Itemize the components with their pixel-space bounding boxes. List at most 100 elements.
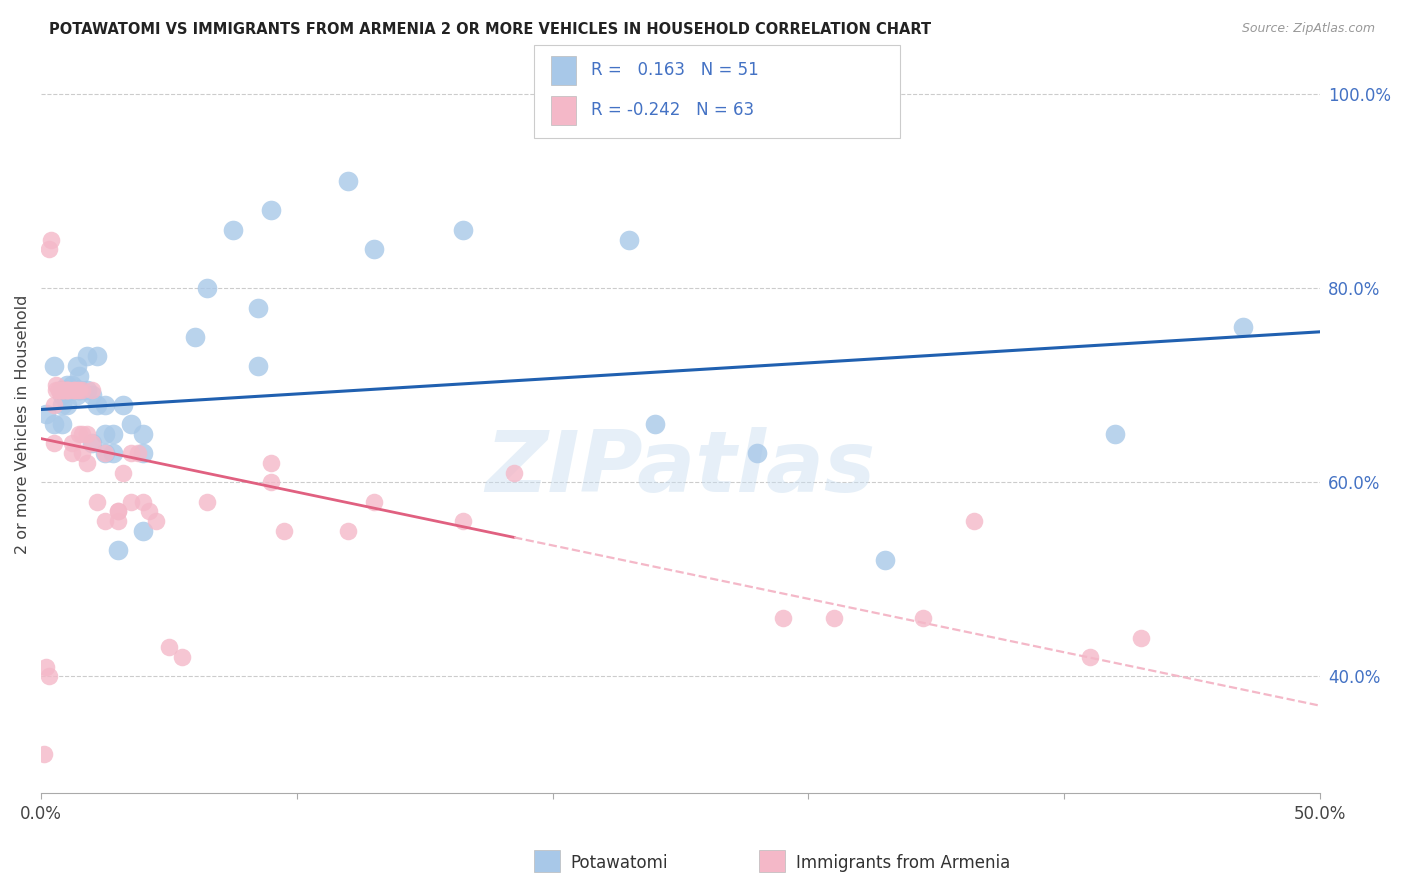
Point	[745, 446, 768, 460]
Point	[127, 446, 149, 460]
Point	[120, 494, 142, 508]
Point	[247, 301, 270, 315]
Point	[51, 383, 73, 397]
Point	[60, 383, 83, 397]
Text: Immigrants from Armenia: Immigrants from Armenia	[796, 854, 1010, 871]
Point	[963, 514, 986, 528]
Point	[55, 398, 77, 412]
Point	[260, 203, 283, 218]
Point	[132, 494, 155, 508]
Point	[32, 747, 55, 761]
Point	[195, 281, 218, 295]
Point	[69, 383, 91, 397]
Point	[55, 383, 77, 397]
Point	[1232, 320, 1254, 334]
Point	[120, 446, 142, 460]
Point	[82, 436, 104, 450]
Point	[53, 383, 76, 397]
Point	[51, 383, 73, 397]
Point	[55, 383, 77, 397]
Point	[38, 669, 60, 683]
Point	[51, 417, 73, 431]
Point	[157, 640, 180, 655]
Point	[132, 524, 155, 538]
Point	[120, 417, 142, 431]
Point	[48, 383, 70, 397]
Point	[42, 398, 65, 412]
Point	[644, 417, 666, 431]
Point	[132, 446, 155, 460]
Text: ZIPatlas: ZIPatlas	[485, 427, 876, 510]
Point	[82, 436, 104, 450]
Point	[94, 426, 117, 441]
Point	[336, 524, 359, 538]
Point	[76, 383, 98, 397]
Point	[69, 368, 91, 383]
Point	[66, 383, 89, 397]
Point	[42, 417, 65, 431]
Point	[45, 383, 67, 397]
Point	[82, 388, 104, 402]
Point	[222, 223, 245, 237]
Point	[363, 242, 385, 256]
Point	[772, 611, 794, 625]
Y-axis label: 2 or more Vehicles in Household: 2 or more Vehicles in Household	[15, 294, 30, 554]
Text: Potawatomi: Potawatomi	[571, 854, 668, 871]
Point	[273, 524, 295, 538]
Point	[101, 446, 124, 460]
Text: POTAWATOMI VS IMMIGRANTS FROM ARMENIA 2 OR MORE VEHICLES IN HOUSEHOLD CORRELATIO: POTAWATOMI VS IMMIGRANTS FROM ARMENIA 2 …	[49, 22, 931, 37]
Point	[70, 383, 93, 397]
Text: Source: ZipAtlas.com: Source: ZipAtlas.com	[1241, 22, 1375, 36]
Point	[170, 650, 193, 665]
Point	[66, 359, 89, 373]
Point	[132, 426, 155, 441]
Point	[94, 514, 117, 528]
Point	[503, 466, 526, 480]
Point	[53, 383, 76, 397]
Point	[51, 383, 73, 397]
Point	[63, 383, 86, 397]
Point	[55, 383, 77, 397]
Point	[94, 446, 117, 460]
Point	[1078, 650, 1101, 665]
Point	[63, 383, 86, 397]
Point	[82, 383, 104, 397]
Point	[45, 378, 67, 392]
Point	[107, 504, 129, 518]
Point	[66, 388, 89, 402]
Point	[35, 408, 58, 422]
Point	[94, 398, 117, 412]
Point	[138, 504, 160, 518]
Point	[912, 611, 935, 625]
Point	[69, 383, 91, 397]
Point	[51, 383, 73, 397]
Point	[60, 383, 83, 397]
Point	[60, 436, 83, 450]
Point	[260, 475, 283, 490]
Point	[1129, 631, 1152, 645]
Point	[38, 242, 60, 256]
Point	[76, 349, 98, 363]
Point	[51, 388, 73, 402]
Point	[35, 660, 58, 674]
Point	[76, 456, 98, 470]
Point	[42, 436, 65, 450]
Point	[336, 174, 359, 188]
Text: R =   0.163   N = 51: R = 0.163 N = 51	[591, 61, 758, 78]
Point	[42, 359, 65, 373]
Point	[51, 398, 73, 412]
Point	[58, 383, 80, 397]
Point	[1104, 426, 1126, 441]
Point	[70, 446, 93, 460]
Point	[70, 426, 93, 441]
Point	[619, 233, 641, 247]
Point	[111, 466, 134, 480]
Point	[260, 456, 283, 470]
Point	[873, 553, 896, 567]
Point	[86, 349, 108, 363]
Point	[69, 426, 91, 441]
Point	[60, 378, 83, 392]
Point	[363, 494, 385, 508]
Text: R = -0.242   N = 63: R = -0.242 N = 63	[591, 101, 754, 119]
Point	[247, 359, 270, 373]
